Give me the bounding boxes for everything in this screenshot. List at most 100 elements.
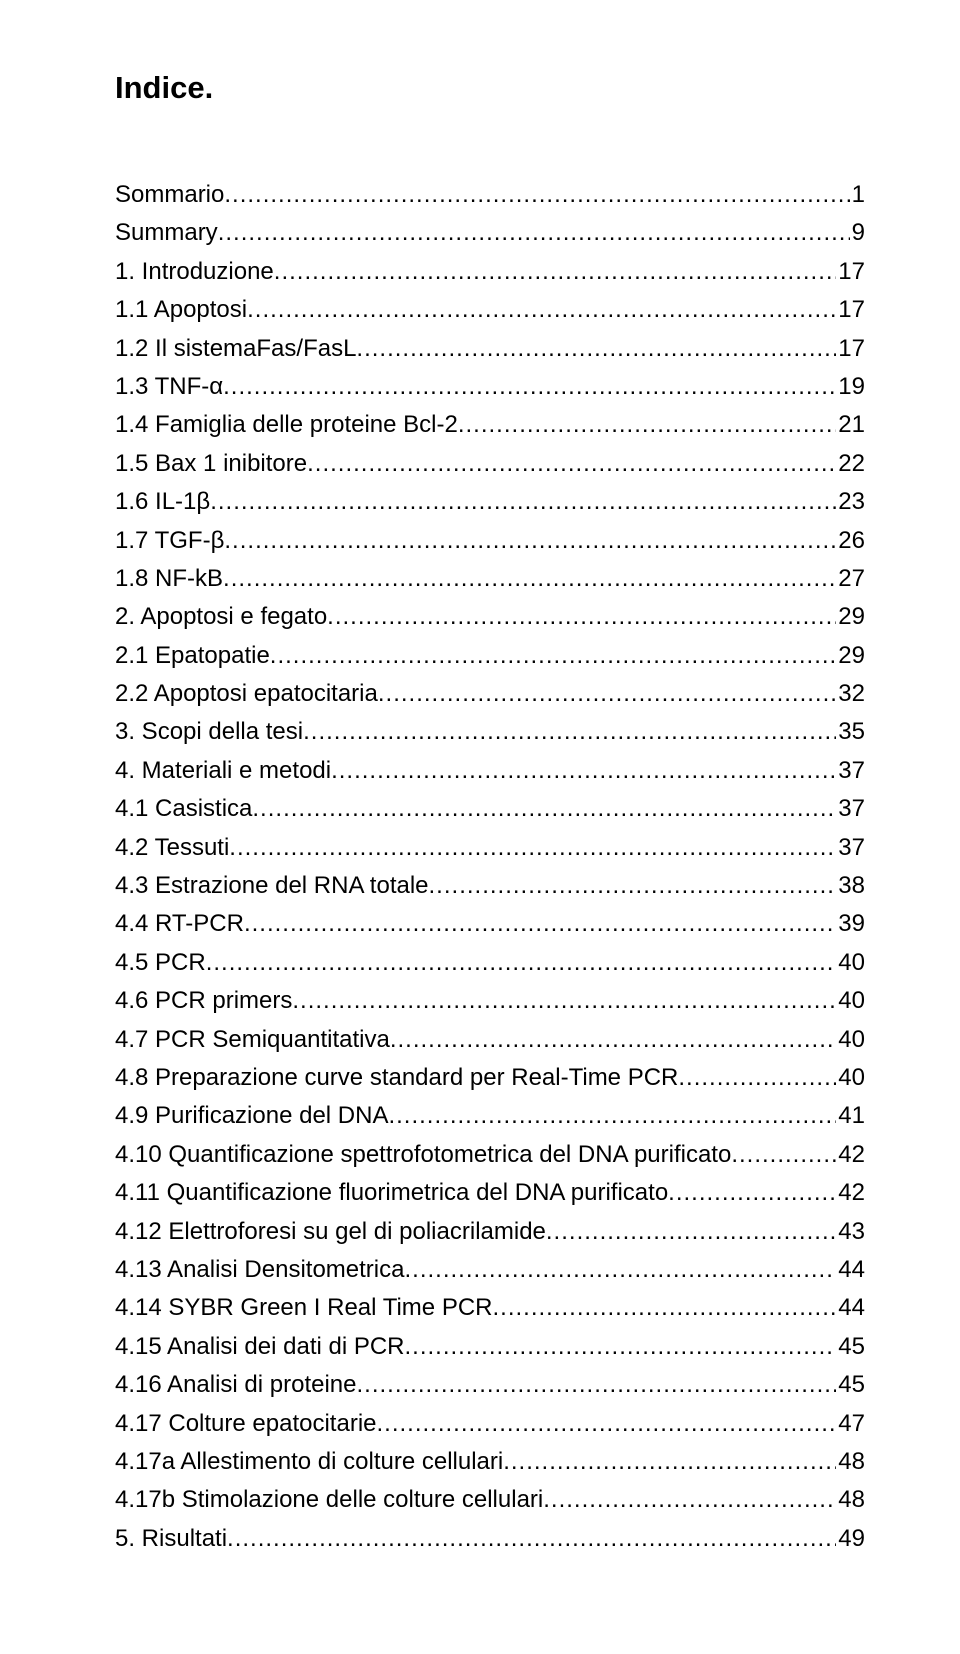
toc-entry-page: 17 [836, 330, 865, 368]
toc-entry: Summary9 [115, 214, 865, 252]
toc-entry: 4.14 SYBR Green I Real Time PCR 44 [115, 1289, 865, 1327]
toc-entry: 1.4 Famiglia delle proteine Bcl-2 21 [115, 406, 865, 444]
toc-entry-label: 1.7 TGF-β [115, 522, 224, 560]
toc-entry-page: 19 [836, 368, 865, 406]
toc-entry: 4.5 PCR40 [115, 944, 865, 982]
toc-entry-page: 22 [836, 445, 865, 483]
toc-entry-label: 1.5 Bax 1 inibitore [115, 445, 307, 483]
toc-entry-page: 47 [836, 1405, 865, 1443]
toc-entry-page: 48 [836, 1443, 865, 1481]
toc-entry-page: 1 [850, 176, 865, 214]
toc-dots [223, 560, 836, 598]
toc-entry-label: 2. Apoptosi e fegato [115, 598, 327, 636]
toc-entry: 2. Apoptosi e fegato29 [115, 598, 865, 636]
toc-entry: 1. Introduzione17 [115, 253, 865, 291]
toc-entry-label: 4.6 PCR primers [115, 982, 292, 1020]
toc-entry-page: 29 [836, 637, 865, 675]
toc-entry-label: 4.10 Quantificazione spettrofotometrica … [115, 1136, 731, 1174]
toc-entry-label: 4.11 Quantificazione fluorimetrica del D… [115, 1174, 668, 1212]
toc-entry: 1.7 TGF-β26 [115, 522, 865, 560]
toc-entry-page: 49 [836, 1520, 865, 1558]
toc-entry: 4.7 PCR Semiquantitativa 40 [115, 1021, 865, 1059]
toc-entry-page: 37 [836, 790, 865, 828]
toc-entry-label: 4.14 SYBR Green I Real Time PCR [115, 1289, 492, 1327]
toc-entry-label: Sommario [115, 176, 224, 214]
toc-dots [218, 214, 850, 252]
toc-entry-label: 4.7 PCR Semiquantitativa [115, 1021, 390, 1059]
toc-entry-label: 4.1 Casistica [115, 790, 252, 828]
toc-dots [224, 522, 836, 560]
toc-entry: 4.9 Purificazione del DNA41 [115, 1097, 865, 1135]
toc-entry: 4.11 Quantificazione fluorimetrica del D… [115, 1174, 865, 1212]
toc-entry-page: 43 [836, 1213, 865, 1251]
toc-entry-label: 4.16 Analisi di proteine [115, 1366, 357, 1404]
toc-dots [731, 1136, 836, 1174]
toc-entry: 4.17b Stimolazione delle colture cellula… [115, 1481, 865, 1519]
toc-dots [390, 1021, 836, 1059]
toc-entry-page: 39 [836, 905, 865, 943]
toc-entry: 1.1 Apoptosi17 [115, 291, 865, 329]
toc-entry-page: 45 [836, 1366, 865, 1404]
toc-entry: 4.2 Tessuti37 [115, 829, 865, 867]
toc-entry: 4.13 Analisi Densitometrica44 [115, 1251, 865, 1289]
toc-entry: 2.2 Apoptosi epatocitaria 32 [115, 675, 865, 713]
toc-dots [388, 1097, 836, 1135]
table-of-contents: Sommario 1Summary91. Introduzione171.1 Ap… [115, 176, 865, 1558]
toc-entry-page: 40 [836, 1059, 865, 1097]
toc-entry: 1.6 IL-1β23 [115, 483, 865, 521]
toc-entry-page: 42 [836, 1174, 865, 1212]
toc-dots [229, 829, 836, 867]
toc-dots [206, 944, 837, 982]
toc-entry-label: 2.2 Apoptosi epatocitaria [115, 675, 378, 713]
toc-entry-page: 44 [836, 1289, 865, 1327]
toc-dots [678, 1059, 836, 1097]
toc-dots [378, 675, 836, 713]
toc-entry-page: 17 [836, 253, 865, 291]
toc-entry-label: 4.12 Elettroforesi su gel di poliacrilam… [115, 1213, 546, 1251]
toc-entry-label: 4.8 Preparazione curve standard per Real… [115, 1059, 678, 1097]
toc-entry-page: 44 [836, 1251, 865, 1289]
toc-entry-page: 40 [836, 1021, 865, 1059]
toc-entry-label: 4.17 Colture epatocitarie [115, 1405, 377, 1443]
toc-entry: 4.4 RT-PCR 39 [115, 905, 865, 943]
toc-dots [270, 637, 837, 675]
toc-entry-page: 32 [836, 675, 865, 713]
toc-entry-label: 4.3 Estrazione del RNA totale [115, 867, 429, 905]
toc-entry-page: 42 [836, 1136, 865, 1174]
toc-entry-page: 37 [836, 829, 865, 867]
toc-dots [252, 790, 836, 828]
toc-entry-label: 1.4 Famiglia delle proteine Bcl-2 [115, 406, 458, 444]
toc-entry-label: 3. Scopi della tesi [115, 713, 303, 751]
toc-dots [503, 1443, 836, 1481]
toc-entry: 4.3 Estrazione del RNA totale38 [115, 867, 865, 905]
toc-entry-label: 4.4 RT-PCR [115, 905, 244, 943]
toc-dots [223, 368, 836, 406]
toc-dots [357, 1366, 837, 1404]
toc-entry-label: 4.9 Purificazione del DNA [115, 1097, 388, 1135]
toc-entry: 1.2 Il sistemaFas/FasL17 [115, 330, 865, 368]
toc-entry-label: 1.8 NF-kB [115, 560, 223, 598]
toc-entry: 4.15 Analisi dei dati di PCR 45 [115, 1328, 865, 1366]
toc-entry-label: 4. Materiali e metodi [115, 752, 331, 790]
toc-dots [404, 1251, 836, 1289]
toc-dots [227, 1520, 836, 1558]
toc-entry: 2.1 Epatopatie29 [115, 637, 865, 675]
toc-entry: 1.8 NF-kB 27 [115, 560, 865, 598]
toc-entry-page: 17 [836, 291, 865, 329]
toc-entry-page: 21 [836, 406, 865, 444]
toc-dots [377, 1405, 837, 1443]
toc-entry-page: 40 [836, 944, 865, 982]
toc-dots [224, 176, 849, 214]
toc-entry-label: Summary [115, 214, 218, 252]
toc-entry: 4.10 Quantificazione spettrofotometrica … [115, 1136, 865, 1174]
toc-entry-page: 27 [836, 560, 865, 598]
toc-entry-page: 35 [836, 713, 865, 751]
toc-dots [292, 982, 836, 1020]
toc-entry: 4.17a Allestimento di colture cellulari4… [115, 1443, 865, 1481]
toc-entry: 5. Risultati49 [115, 1520, 865, 1558]
toc-entry: 4.12 Elettroforesi su gel di poliacrilam… [115, 1213, 865, 1251]
toc-entry-label: 4.15 Analisi dei dati di PCR [115, 1328, 405, 1366]
toc-entry-page: 45 [836, 1328, 865, 1366]
toc-dots [405, 1328, 837, 1366]
toc-dots [303, 713, 836, 751]
